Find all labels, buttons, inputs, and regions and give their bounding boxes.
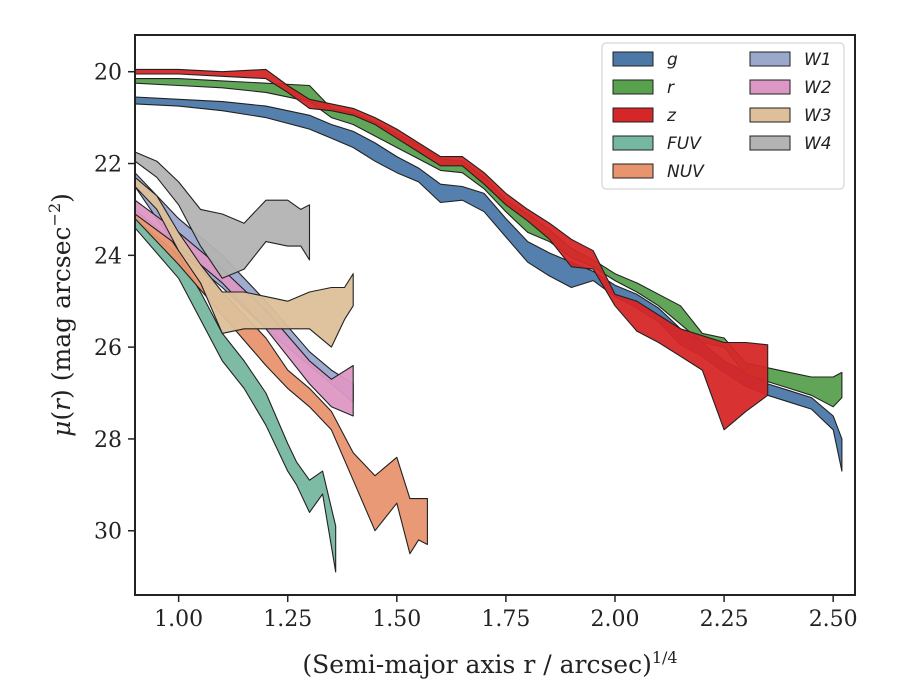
bands-layer [135, 68, 843, 573]
band-w3 [135, 176, 354, 348]
legend-item-z: z [612, 106, 677, 126]
y-axis: 20 22 24 26 28 30 [94, 61, 135, 545]
x-tick-label: 1.00 [154, 607, 203, 632]
plot-frame [134, 34, 856, 596]
legend-swatch [749, 135, 791, 151]
y-tick-label: 30 [94, 520, 122, 545]
band-g [135, 96, 843, 472]
legend-label: FUV [667, 134, 702, 154]
band-z [135, 68, 769, 431]
legend-item-nuv: NUV [612, 162, 705, 182]
x-tick-label: 1.25 [263, 607, 312, 632]
legend-swatch [612, 107, 654, 123]
x-tick-label: 2.00 [591, 607, 640, 632]
legend-label: NUV [667, 162, 705, 182]
legend-item-w3: W3 [749, 106, 832, 126]
legend-swatch [612, 51, 654, 67]
x-tick-label: 2.25 [700, 607, 749, 632]
x-axis-label: (Semi-major axis r / arcsec)1/4 [302, 648, 677, 679]
legend-label: W2 [804, 78, 832, 98]
legend-label: z [666, 106, 677, 126]
legend-item-w4: W4 [749, 134, 832, 154]
y-tick-label: 24 [94, 244, 122, 269]
legend-item-g: g [612, 50, 678, 70]
y-axis-label: μ(r) (mag arcsec−2) [45, 193, 76, 437]
y-tick-label: 28 [94, 428, 122, 453]
legend-swatch [612, 135, 654, 151]
x-axis: 1.00 1.25 1.50 1.75 2.00 2.25 2.50 [154, 595, 858, 632]
legend-label: W1 [804, 50, 832, 70]
legend-label: g [667, 50, 678, 70]
legend: grz FUV NUV W1 W2 W3 W4 [601, 42, 845, 190]
y-tick-label: 22 [94, 153, 122, 178]
y-tick-label: 20 [94, 61, 122, 86]
legend-swatch [749, 51, 791, 67]
legend-swatch [749, 79, 791, 95]
x-tick-label: 1.50 [372, 607, 421, 632]
legend-item-fuv: FUV [612, 134, 702, 154]
legend-item-r: r [612, 78, 675, 98]
y-tick-label: 26 [94, 336, 122, 361]
legend-swatch [612, 79, 654, 95]
legend-label: r [667, 78, 675, 98]
x-tick-label: 1.75 [481, 607, 530, 632]
legend-label: W4 [804, 134, 832, 154]
legend-swatch [749, 107, 791, 123]
legend-item-w2: W2 [749, 78, 832, 98]
legend-item-w1: W1 [749, 50, 832, 70]
legend-label: W3 [804, 106, 832, 126]
band-fuv [135, 218, 337, 573]
x-tick-label: 2.50 [809, 607, 858, 632]
band-w4 [135, 151, 311, 279]
legend-swatch [612, 163, 654, 179]
